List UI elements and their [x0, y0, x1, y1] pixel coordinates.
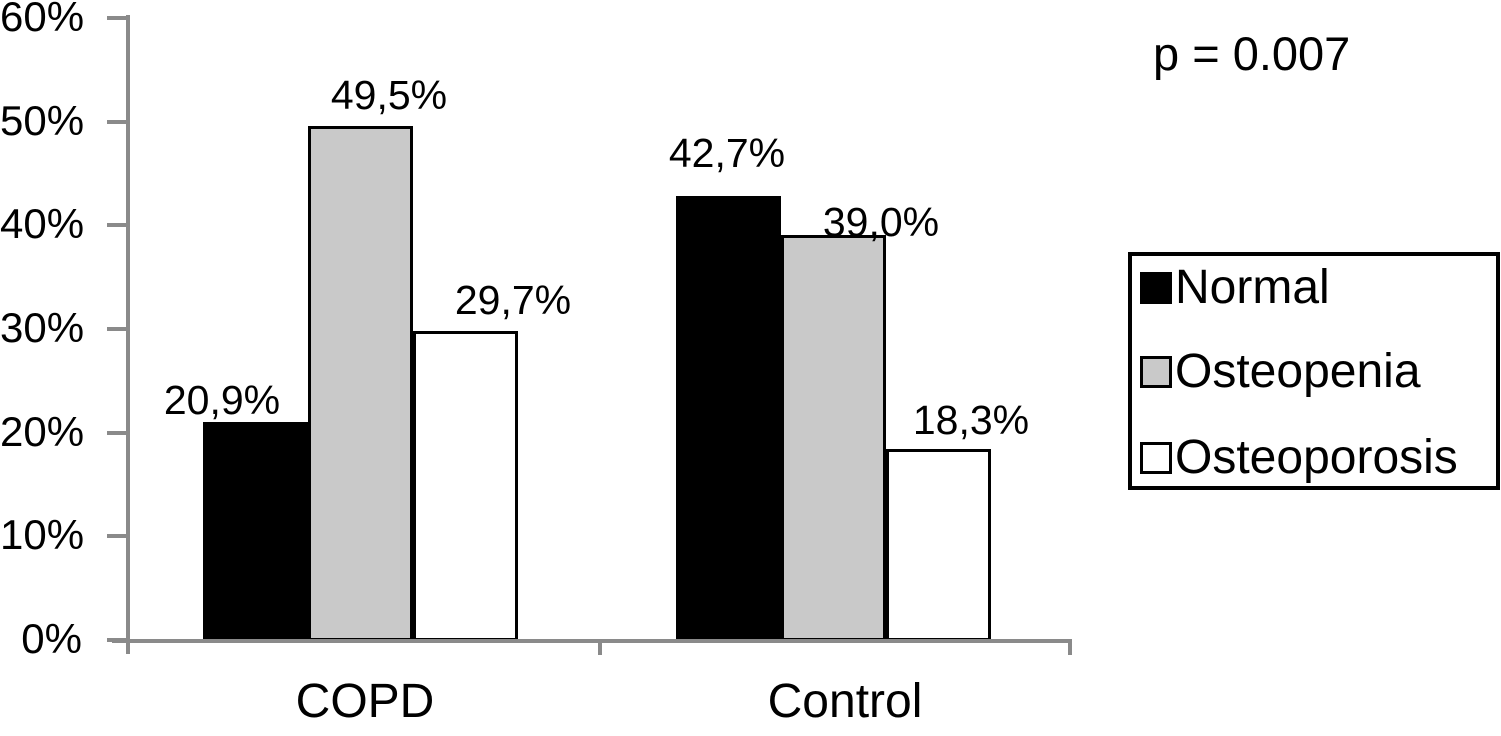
bar-control-osteoporosis — [886, 449, 991, 641]
bar-copd-normal — [203, 422, 308, 641]
legend-swatch-normal — [1140, 272, 1172, 304]
y-axis-tick — [107, 431, 126, 435]
y-axis-tick — [107, 223, 126, 227]
y-axis-tick-label: 40% — [0, 200, 85, 247]
y-axis-tick-label: 50% — [0, 97, 85, 144]
bar-value-label: 39,0% — [822, 199, 940, 245]
bar-value-label: 18,3% — [912, 397, 1030, 443]
y-axis-line — [126, 15, 130, 654]
p-value-annotation: p = 0.007 — [1153, 27, 1351, 80]
y-axis-tick — [107, 16, 126, 20]
legend-item-osteoporosis: Osteoporosis — [1140, 431, 1492, 484]
legend-swatch-osteoporosis — [1140, 442, 1172, 474]
x-axis-category-label-control: Control — [767, 675, 923, 728]
legend-label: Osteopenia — [1175, 345, 1421, 398]
bar-value-label: 49,5% — [330, 72, 448, 118]
y-axis-tick — [107, 327, 126, 331]
y-axis-tick-label: 60% — [0, 0, 85, 40]
y-axis-tick — [107, 120, 126, 124]
legend-label: Osteoporosis — [1175, 431, 1458, 484]
bar-control-osteopenia — [781, 235, 886, 641]
x-axis-tick — [1068, 639, 1072, 655]
x-axis-category-label-copd: COPD — [295, 675, 435, 728]
legend-item-osteopenia: Osteopenia — [1140, 345, 1492, 398]
y-axis-tick-label: 20% — [0, 408, 85, 455]
bar-value-label: 42,7% — [668, 130, 786, 176]
bar-value-label: 20,9% — [163, 377, 281, 423]
bar-copd-osteopenia — [308, 126, 413, 641]
y-axis-tick-label: 30% — [0, 304, 85, 351]
bar-control-normal — [676, 196, 781, 641]
x-axis-tick — [598, 639, 602, 655]
bar-copd-osteoporosis — [413, 331, 518, 641]
legend-swatch-osteopenia — [1140, 356, 1172, 388]
legend: Normal Osteopenia Osteoporosis — [1128, 252, 1500, 490]
bar-value-label: 29,7% — [454, 277, 572, 323]
legend-label: Normal — [1175, 261, 1330, 314]
y-axis-tick-label: 10% — [0, 511, 85, 558]
legend-item-normal: Normal — [1140, 261, 1492, 314]
y-axis-tick — [107, 534, 126, 538]
y-axis-tick-label: 0% — [21, 615, 82, 662]
x-axis-line — [112, 639, 1072, 643]
